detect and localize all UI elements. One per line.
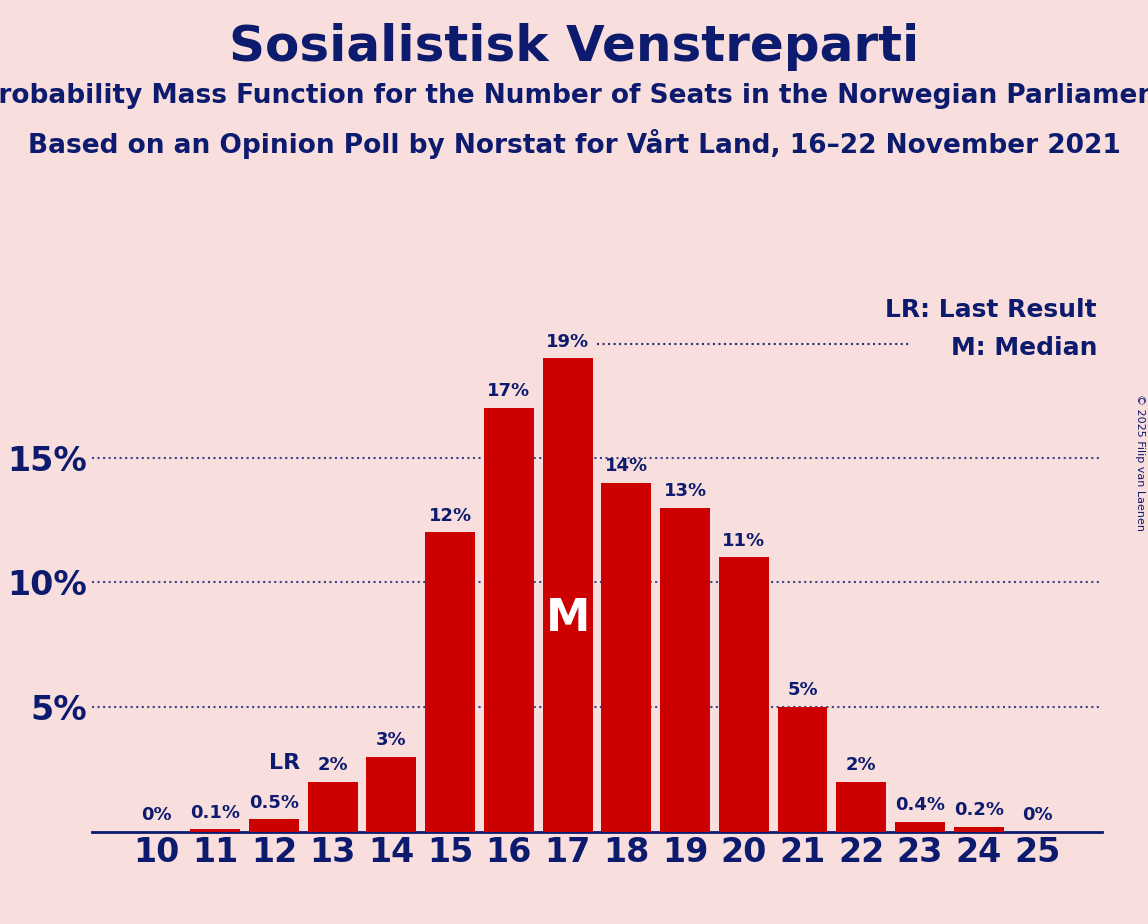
Text: 0%: 0%	[1022, 806, 1053, 824]
Text: 12%: 12%	[428, 507, 472, 525]
Bar	[543, 358, 592, 832]
Text: Probability Mass Function for the Number of Seats in the Norwegian Parliament: Probability Mass Function for the Number…	[0, 83, 1148, 109]
Bar	[895, 821, 945, 832]
Text: 14%: 14%	[605, 457, 647, 475]
Text: 2%: 2%	[317, 756, 348, 774]
Bar	[719, 557, 769, 832]
Text: LR: Last Result: LR: Last Result	[885, 298, 1097, 322]
Bar	[602, 482, 651, 832]
Bar	[484, 407, 534, 832]
Bar	[308, 782, 358, 832]
Text: M: M	[545, 597, 590, 640]
Text: 0%: 0%	[141, 806, 172, 824]
Text: 2%: 2%	[846, 756, 877, 774]
Text: 0.4%: 0.4%	[895, 796, 945, 814]
Text: Sosialistisk Venstreparti: Sosialistisk Venstreparti	[228, 23, 920, 71]
Bar	[366, 757, 417, 832]
Text: LR: LR	[270, 753, 301, 773]
Text: 13%: 13%	[664, 482, 707, 500]
Text: © 2025 Filip van Laenen: © 2025 Filip van Laenen	[1135, 394, 1145, 530]
Text: Based on an Opinion Poll by Norstat for Vårt Land, 16–22 November 2021: Based on an Opinion Poll by Norstat for …	[28, 129, 1120, 159]
Bar	[191, 829, 240, 832]
Bar	[954, 827, 1003, 832]
Bar	[777, 707, 828, 832]
Bar	[660, 507, 709, 832]
Text: 0.5%: 0.5%	[249, 794, 298, 811]
Bar	[836, 782, 886, 832]
Text: 17%: 17%	[487, 383, 530, 400]
Bar	[425, 532, 475, 832]
Text: 19%: 19%	[546, 333, 589, 350]
Text: 5%: 5%	[788, 682, 817, 699]
Text: M: Median: M: Median	[951, 336, 1097, 359]
Text: 3%: 3%	[377, 731, 406, 749]
Text: 0.1%: 0.1%	[191, 804, 240, 821]
Text: 11%: 11%	[722, 532, 766, 550]
Bar	[249, 820, 298, 832]
Text: 0.2%: 0.2%	[954, 801, 1003, 820]
